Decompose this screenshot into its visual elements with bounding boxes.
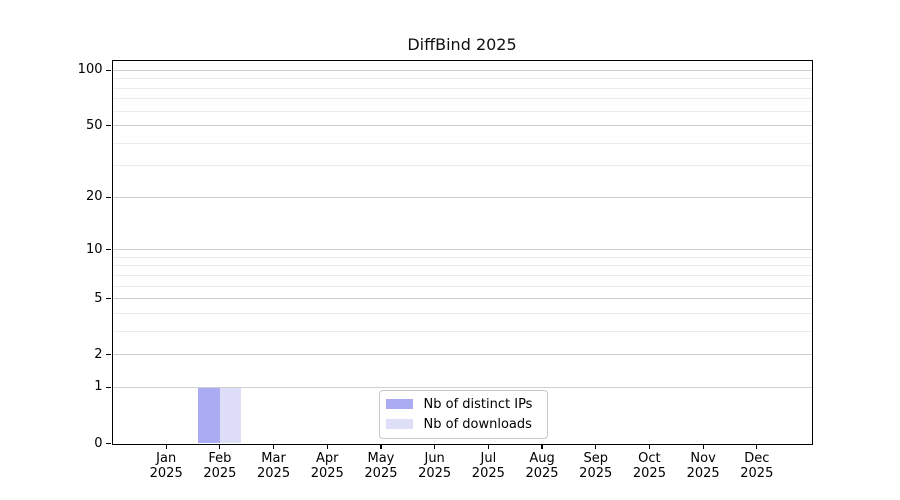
y-tick-label: 20 [85, 189, 103, 205]
x-tick-mark [326, 444, 328, 450]
x-tick-label-line: 2025 [364, 466, 398, 481]
x-tick-mark [380, 444, 382, 450]
plot-area: Dec 2025 Nov 2025 Oct 2025 Sep 2025 Aug 2025 Jul 20… [78, 59, 813, 481]
y-tick-mark [106, 124, 112, 127]
y-tick-label: 2 [94, 346, 103, 362]
x-tick-label: Feb 2025 [188, 451, 252, 482]
y-tick-label: 100 [77, 62, 103, 78]
minor-gridline [112, 274, 812, 276]
y-tick-mark [106, 442, 112, 445]
x-tick-label: Aug 2025 [510, 451, 574, 482]
minor-gridline [112, 110, 812, 112]
major-gridline [112, 354, 812, 356]
bar-distinct-ips [198, 387, 220, 444]
x-tick-mark [648, 444, 650, 450]
y-tick-mark [106, 69, 112, 71]
minor-gridline [112, 142, 812, 144]
x-tick-label-line: 2025 [579, 466, 613, 481]
y-tick-mark [106, 248, 112, 251]
x-tick-label-line: Jun [424, 450, 445, 466]
x-tick-label-line: 2025 [257, 466, 291, 481]
major-gridline [112, 298, 812, 300]
legend: Nb of distinct IPs Nb of downloads [378, 389, 548, 439]
x-tick-label-line: 2025 [203, 466, 237, 481]
x-tick-label-line: 2025 [740, 466, 774, 481]
x-tick-label: Nov 2025 [671, 451, 735, 482]
x-tick-label: Sep 2025 [564, 451, 628, 482]
minor-gridline [112, 285, 812, 287]
x-tick-mark [756, 444, 758, 450]
x-tick-label: Jun 2025 [403, 451, 467, 482]
major-gridline [112, 386, 812, 388]
y-tick-mark [106, 196, 112, 198]
x-tick-label: Apr 2025 [295, 451, 359, 482]
legend-label-downloads: Nb of downloads [423, 416, 532, 432]
x-tick-label-line: 2025 [525, 466, 559, 481]
x-tick-label-line: 2025 [418, 466, 452, 481]
x-tick-mark [702, 444, 704, 450]
major-gridline [112, 249, 812, 251]
x-tick-label-line: May [367, 450, 395, 466]
y-tick-label: 10 [85, 241, 103, 257]
x-tick-label-line: Nov [690, 450, 716, 466]
x-tick-label: Jul 2025 [456, 451, 520, 482]
x-tick-mark [541, 444, 543, 450]
x-tick-mark [595, 444, 597, 450]
x-tick-label-line: Aug [529, 450, 555, 466]
minor-gridline [112, 312, 812, 314]
x-tick-label-line: 2025 [310, 466, 344, 481]
x-tick-label-line: 2025 [632, 466, 666, 481]
y-tick-mark [106, 298, 112, 300]
major-gridline [112, 69, 812, 71]
x-tick-mark [272, 444, 275, 450]
x-tick-label-line: Jul [480, 450, 497, 466]
x-tick-label: Dec 2025 [725, 451, 789, 482]
x-tick-mark [434, 444, 436, 450]
y-tick-mark [106, 386, 112, 389]
x-tick-label-line: Oct [638, 450, 661, 466]
x-tick-label-line: 2025 [149, 466, 183, 481]
y-tick-mark [106, 354, 112, 356]
x-tick-label: May 2025 [349, 451, 413, 482]
minor-gridline [112, 256, 812, 258]
x-tick-label-line: Dec [744, 450, 770, 466]
minor-gridline [112, 265, 812, 267]
legend-item-distinct-ips: Nb of distinct IPs [385, 396, 539, 412]
x-tick-label: Mar 2025 [242, 451, 306, 482]
y-tick-label: 50 [85, 117, 103, 133]
x-tick-mark [487, 444, 489, 450]
x-tick-label-line: Mar [261, 450, 286, 466]
major-gridline [112, 196, 812, 198]
x-tick-mark [219, 444, 221, 450]
minor-gridline [112, 87, 812, 89]
y-tick-label: 5 [94, 290, 103, 306]
bar-downloads [219, 387, 242, 444]
legend-item-downloads: Nb of downloads [385, 416, 539, 432]
x-tick-label: Oct 2025 [617, 451, 681, 482]
x-tick-label-line: 2025 [471, 466, 505, 481]
minor-gridline [112, 165, 812, 167]
y-tick-label: 1 [94, 379, 103, 395]
legend-swatch-distinct-ips [385, 399, 413, 409]
x-tick-label-line: Apr [316, 450, 339, 466]
x-tick-label-line: Jan [156, 450, 177, 466]
legend-swatch-downloads [385, 419, 413, 429]
x-tick-label-line: Feb [208, 450, 232, 466]
major-gridline [112, 125, 812, 127]
x-tick-mark [165, 444, 167, 450]
minor-gridline [112, 330, 812, 332]
minor-gridline [112, 98, 812, 100]
x-tick-label-line: Sep [583, 450, 608, 466]
x-tick-label-line: 2025 [686, 466, 720, 481]
legend-label-distinct-ips: Nb of distinct IPs [423, 396, 533, 412]
x-tick-label: Jan 2025 [134, 451, 198, 482]
y-tick-label: 0 [94, 435, 103, 451]
minor-gridline [112, 78, 812, 80]
chart-title: DiffBind 2025 [407, 35, 517, 54]
